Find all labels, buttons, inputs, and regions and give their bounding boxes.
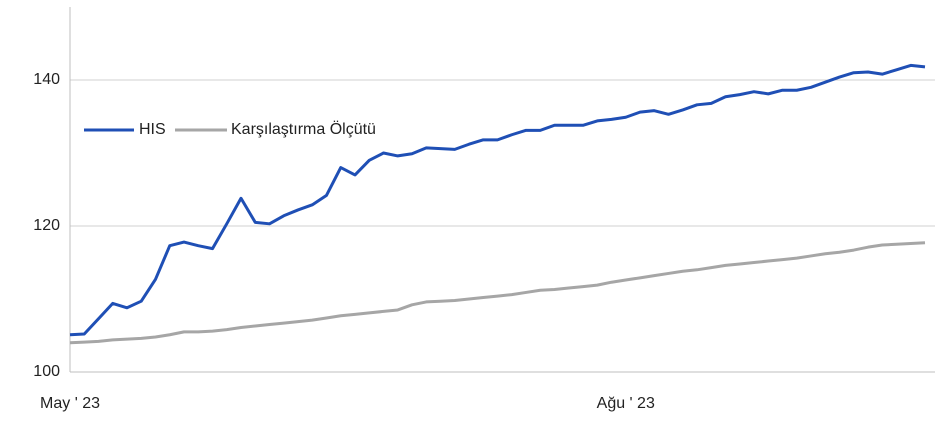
x-tick-label: Ağu ' 23 [597,395,655,412]
series-line [69,63,926,337]
y-tick-label: 140 [33,71,60,88]
legend-label: HIS [139,121,166,138]
legend-label: Karşılaştırma Ölçütü [231,120,376,138]
y-tick-label: 100 [33,363,60,380]
x-tick-label: May ' 23 [40,395,100,412]
legend: HIS Karşılaştırma Ölçütü [84,120,376,138]
y-tick-label: 120 [33,217,60,234]
series-line [69,241,926,345]
